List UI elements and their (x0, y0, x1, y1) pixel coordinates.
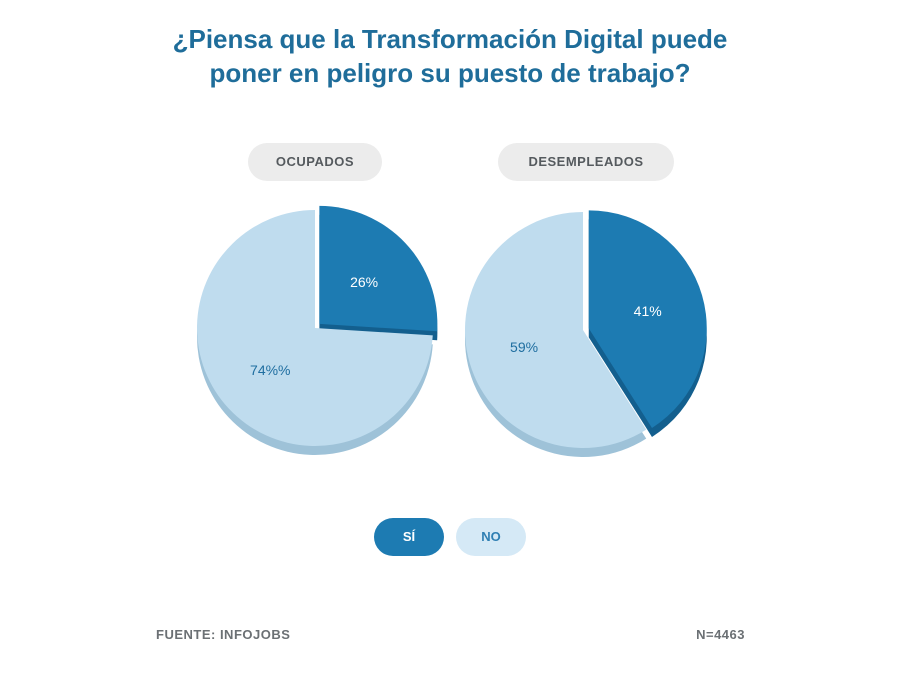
sample-size: N=4463 (696, 627, 745, 642)
source-note: FUENTE: INFOJOBS (156, 627, 291, 642)
pie-desempleados-slice-si (588, 210, 707, 428)
chart-title: ¿Piensa que la Transformación Digital pu… (0, 22, 900, 90)
pie-ocupados-label-no: 74%% (250, 362, 290, 378)
pie-desempleados-slice-no (465, 212, 647, 448)
pie-title-desempleados: DESEMPLEADOS (498, 143, 674, 181)
pie-desempleados-label-no: 59% (510, 339, 538, 355)
pie-ocupados: 26% 74%% (196, 205, 438, 455)
chart-title-line-1: ¿Piensa que la Transformación Digital pu… (172, 24, 728, 54)
pie-desempleados: 41% 59% (465, 210, 707, 457)
pie-ocupados-label-si: 26% (350, 274, 378, 290)
pie-ocupados-slice-no (196, 210, 433, 447)
pie-title-ocupados: OCUPADOS (248, 143, 382, 181)
legend-si-button[interactable]: SÍ (374, 518, 444, 556)
pie-ocupados-slice-si (319, 205, 438, 332)
chart-title-line-2: poner en peligro su puesto de trabajo? (209, 58, 691, 88)
pie-desempleados-label-si: 41% (634, 303, 662, 319)
legend-no-button[interactable]: NO (456, 518, 526, 556)
